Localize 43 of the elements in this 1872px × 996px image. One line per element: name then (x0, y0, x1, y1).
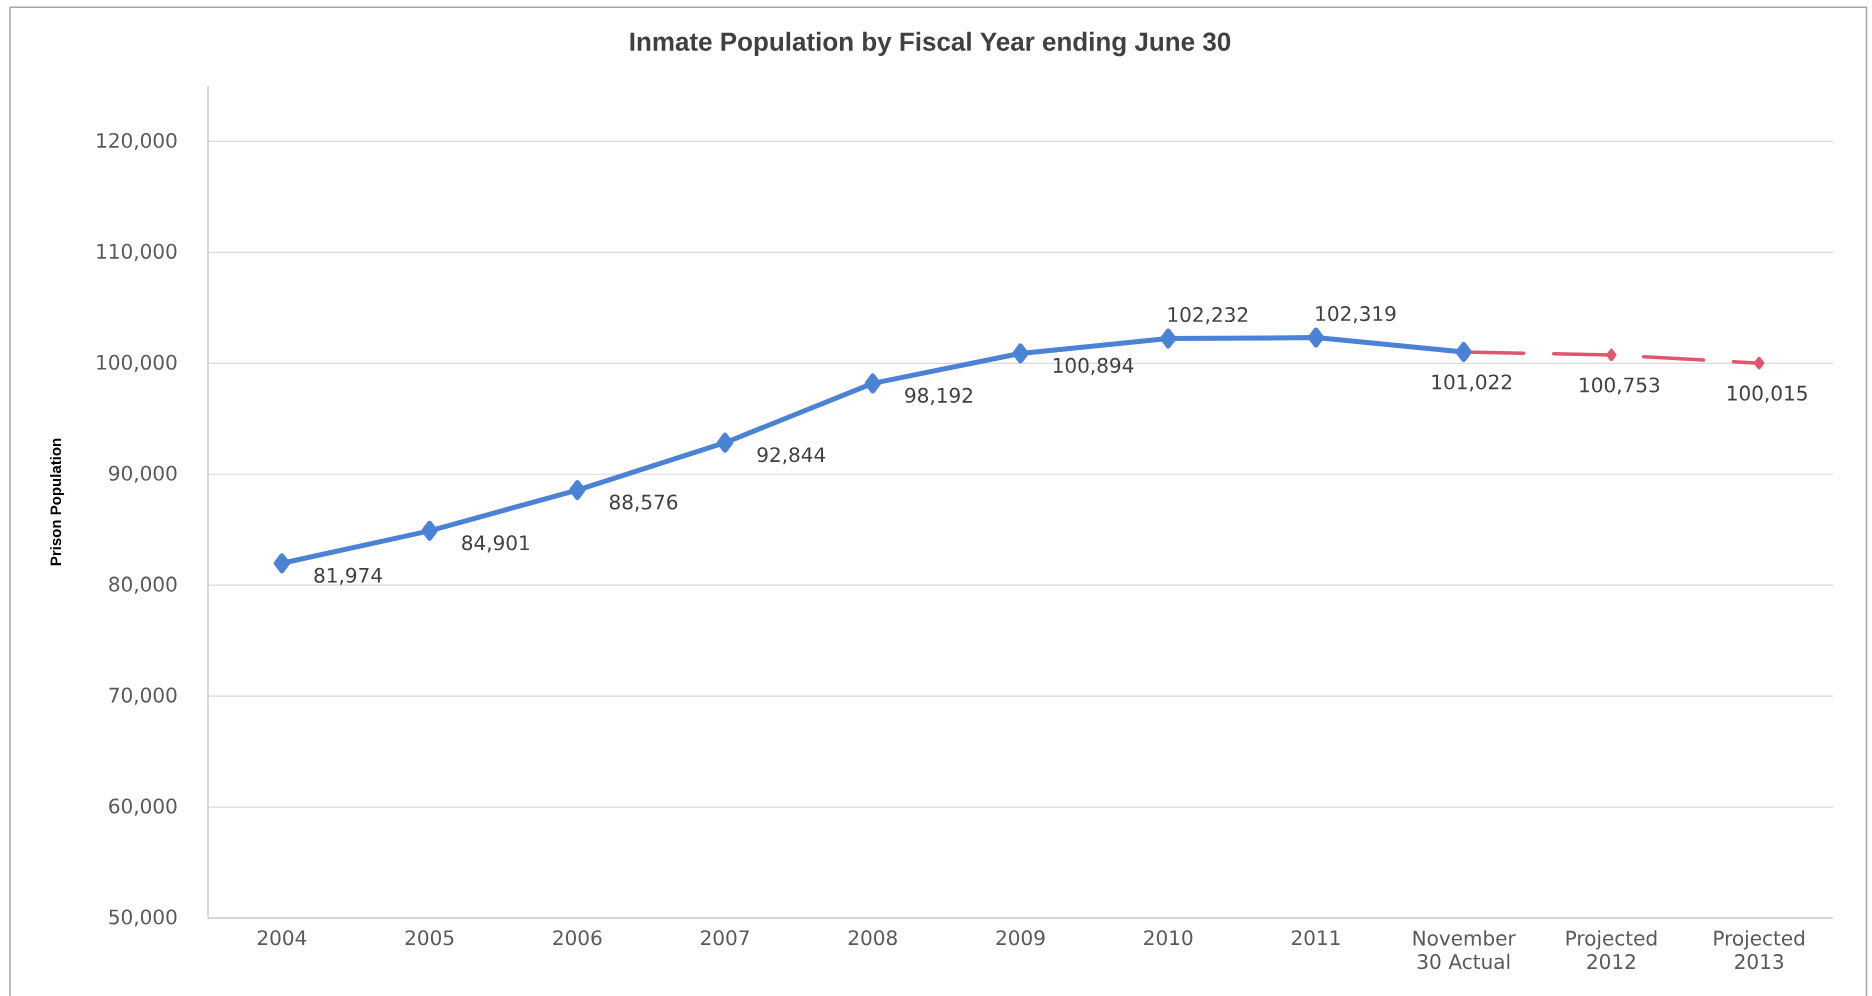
x-tick-label: Projected 2012 (1566, 930, 1657, 970)
data-label: 98,192 (905, 387, 972, 405)
data-label: 84,901 (462, 535, 529, 553)
y-tick-label: 100,000 (97, 354, 177, 372)
y-tick-label: 60,000 (109, 798, 177, 816)
x-tick-label: 2007 (701, 930, 749, 946)
y-tick-label: 90,000 (109, 465, 177, 483)
y-tick-label: 120,000 (97, 132, 177, 151)
y-tick-label: 70,000 (109, 687, 177, 705)
chart-title: Inmate Population by Fiscal Year ending June 30 (630, 31, 1231, 57)
point (273, 553, 290, 574)
x-tick-label: 2009 (996, 930, 1045, 946)
point (1307, 327, 1325, 348)
data-label: 102,232 (1168, 306, 1248, 325)
data-label: 101,022 (1432, 374, 1512, 392)
point (716, 432, 734, 453)
point (1606, 348, 1617, 362)
x-tick-label: 2010 (1144, 930, 1193, 946)
point (864, 373, 881, 394)
x-tick-label: Projected 2013 (1714, 930, 1805, 970)
x-tick-label: 2008 (848, 930, 897, 946)
y-tick-label: 50,000 (109, 909, 177, 927)
point (569, 480, 586, 501)
y-axis-title: Prison Population (50, 438, 65, 566)
x-tick-label: 2006 (553, 930, 602, 946)
point (1012, 343, 1029, 364)
y-tick-label: 110,000 (97, 243, 177, 261)
point (1160, 328, 1177, 349)
data-label: 100,894 (1053, 357, 1134, 375)
y-tick-label: 80,000 (109, 576, 177, 594)
data-label: 100,753 (1580, 377, 1660, 395)
x-tick-label: November 30 Actual (1413, 930, 1516, 970)
data-label: 102,319 (1316, 306, 1396, 324)
point (1455, 341, 1472, 362)
x-tick-label: 2004 (257, 930, 307, 946)
point (1754, 356, 1765, 370)
data-label: 88,576 (609, 494, 678, 512)
point (421, 520, 438, 541)
x-tick-label: 2011 (1291, 930, 1340, 946)
data-label: 92,844 (757, 447, 826, 465)
data-label: 81,974 (314, 567, 382, 585)
x-tick-label: 2005 (405, 930, 454, 946)
data-label: 100,015 (1727, 385, 1807, 403)
